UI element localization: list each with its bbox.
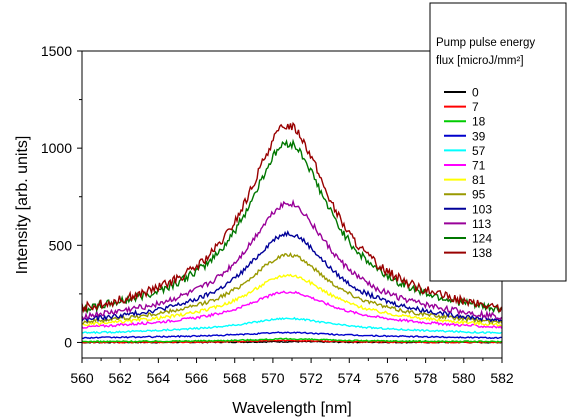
y-tick-label: 1500 (41, 43, 72, 59)
x-tick-label: 582 (490, 370, 514, 386)
legend-label-103: 103 (472, 202, 492, 216)
legend-title-line1: Pump pulse energy (436, 37, 535, 49)
series-line-81 (81, 273, 503, 327)
x-tick-label: 560 (70, 370, 94, 386)
series-line-95 (81, 252, 503, 325)
series-line-7 (81, 339, 502, 344)
x-tick-label: 576 (376, 370, 400, 386)
legend-label-7: 7 (472, 100, 479, 114)
curves-layer (81, 121, 503, 344)
series-line-57 (81, 316, 502, 335)
series-line-113 (81, 198, 503, 321)
legend-label-138: 138 (472, 246, 492, 260)
legend-label-0: 0 (472, 86, 479, 100)
legend-label-39: 39 (472, 129, 486, 143)
x-tick-label: 568 (223, 370, 247, 386)
x-tick-label: 578 (414, 370, 438, 386)
x-tick-label: 566 (185, 370, 209, 386)
y-tick-label: 500 (49, 237, 73, 253)
y-ticks: 0 500 1000 1500 (41, 43, 82, 350)
legend-title-line2: flux [microJ/mm²] (436, 55, 524, 67)
x-tick-label: 580 (452, 370, 476, 386)
x-tick-label: 570 (261, 370, 285, 386)
x-tick-label: 564 (147, 370, 171, 386)
x-tick-label: 562 (109, 370, 133, 386)
x-tick-label: 572 (299, 370, 323, 386)
y-tick-label: 0 (64, 334, 72, 350)
legend: Pump pulse energy flux [microJ/mm²] 0718… (429, 2, 567, 282)
legend-label-113: 113 (472, 217, 491, 231)
x-axis-label: Wavelength [nm] (232, 400, 351, 417)
legend-label-95: 95 (472, 188, 486, 202)
series-line-71 (81, 290, 503, 329)
x-tick-label: 574 (338, 370, 362, 386)
legend-label-57: 57 (472, 144, 486, 158)
series-line-124 (81, 138, 502, 315)
series-line-39 (81, 331, 502, 340)
series-line-103 (81, 230, 502, 323)
y-tick-label: 1000 (41, 140, 72, 156)
legend-label-81: 81 (472, 173, 486, 187)
series-line-18 (81, 337, 502, 344)
legend-label-71: 71 (472, 159, 486, 173)
legend-label-124: 124 (472, 232, 492, 246)
legend-label-18: 18 (472, 115, 486, 129)
series-line-138 (81, 121, 503, 314)
y-axis-label: Intensity [arb. units] (14, 136, 31, 275)
x-ticks: 560 562 564 566 568 570 572 574 576 578 580 582 (70, 358, 514, 386)
legend-box (429, 2, 567, 282)
